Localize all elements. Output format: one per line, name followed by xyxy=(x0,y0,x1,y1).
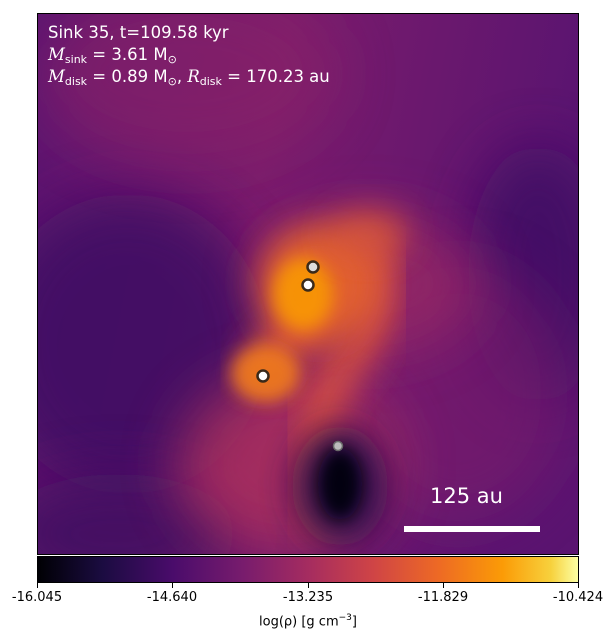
colorbar-label-exponent: −3 xyxy=(338,613,352,623)
disk-properties: Mdisk = 0.89 M⊙, Rdisk = 170.23 au xyxy=(48,66,330,92)
disk-mass-value: = 0.89 M xyxy=(87,67,168,86)
colorbar-tick-label-3: -11.829 xyxy=(417,590,469,605)
density-field xyxy=(38,14,578,554)
colorbar-tick-label-0: -16.045 xyxy=(11,590,63,605)
colorbar-tick-4 xyxy=(578,583,579,588)
colorbar-tick-label-1: -14.640 xyxy=(146,590,198,605)
colorbar-tick-0 xyxy=(37,583,38,588)
sink-title: Sink 35, t=109.58 kyr xyxy=(48,23,229,42)
sink-mass-symbol: M xyxy=(48,45,65,64)
sink-marker-2 xyxy=(301,278,315,292)
colorbar-label-main: log(ρ) [g cm xyxy=(259,614,339,630)
sink-mass-value: = 3.61 M xyxy=(87,45,168,64)
sink-mass-unit: ⊙ xyxy=(167,53,177,66)
density-map: Sink 35, t=109.58 kyr Msink = 3.61 M⊙ Md… xyxy=(37,13,579,555)
colorbar-tick-2 xyxy=(308,583,309,588)
sink-mass-subscript: sink xyxy=(64,53,88,66)
colorbar-tick-label-2: -13.235 xyxy=(282,590,334,605)
colorbar-tick-1 xyxy=(172,583,173,588)
colorbar-label-end: ] xyxy=(351,614,357,630)
disk-mass-unit: ⊙ xyxy=(167,75,177,88)
sink-marker-4 xyxy=(332,440,344,452)
colorbar xyxy=(37,556,579,583)
disk-mass-subscript: disk xyxy=(64,75,88,88)
scale-bar-label: 125 au xyxy=(430,484,503,508)
colorbar-label: log(ρ) [g cm−3] xyxy=(259,613,357,629)
colorbar-tick-3 xyxy=(443,583,444,588)
sink-markers xyxy=(256,260,344,452)
disk-mass-symbol: M xyxy=(48,67,65,86)
disk-radius-value: = 170.23 au xyxy=(221,67,330,86)
sink-marker-1 xyxy=(306,260,320,274)
disk-radius-symbol: R xyxy=(187,67,200,86)
sink-marker-3 xyxy=(256,369,270,383)
scale-bar xyxy=(404,526,540,532)
sink-mass: Msink = 3.61 M⊙ xyxy=(48,44,177,70)
colorbar-tick-label-4: -10.424 xyxy=(552,590,604,605)
disk-radius-subscript: disk xyxy=(199,75,222,88)
disk-separator: , xyxy=(176,67,188,86)
